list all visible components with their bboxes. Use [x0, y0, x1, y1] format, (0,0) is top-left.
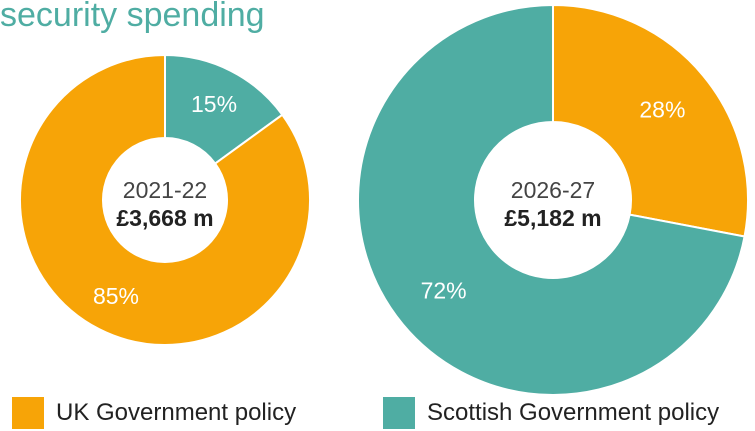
- legend-swatch-scottish: [383, 397, 415, 429]
- slice-label-scottish: 72%: [421, 278, 467, 304]
- donut-total-label: £5,182 m: [504, 205, 601, 231]
- donut-total-label: £3,668 m: [116, 205, 213, 231]
- slice-label-uk: 28%: [639, 96, 685, 122]
- legend-swatch-uk: [12, 397, 44, 429]
- slice-scottish: [357, 3, 746, 396]
- legend: UK Government policy Scottish Government…: [0, 397, 755, 431]
- legend-item-uk: UK Government policy: [12, 397, 296, 429]
- donut-year-label: 2026-27: [511, 177, 595, 203]
- slice-uk: [552, 3, 749, 238]
- legend-label-scottish: Scottish Government policy: [427, 399, 720, 426]
- slice-uk: [19, 53, 311, 346]
- donut-year-label: 2021-22: [123, 177, 207, 203]
- donut-2021-22: 15% 85% 2021-22 £3,668 m: [19, 53, 311, 346]
- slice-label-scottish: 15%: [191, 91, 237, 117]
- donut-2026-27: 28% 72% 2026-27 £5,182 m: [357, 3, 749, 396]
- legend-label-uk: UK Government policy: [56, 399, 297, 426]
- slice-scottish: [164, 53, 284, 165]
- slice-label-uk: 85%: [93, 283, 139, 309]
- legend-item-scottish: Scottish Government policy: [383, 397, 719, 429]
- chart-title: security spending: [0, 0, 265, 34]
